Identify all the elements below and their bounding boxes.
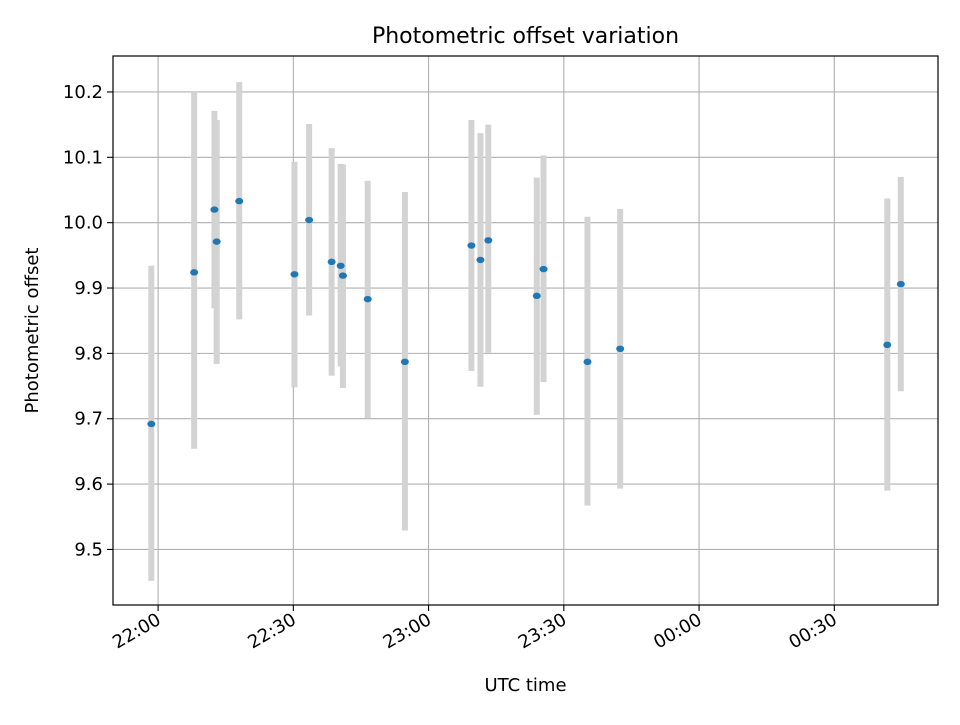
data-point [210, 206, 219, 213]
y-axis-title: Photometric offset [22, 248, 43, 414]
x-axis-title: UTC time [484, 675, 566, 696]
y-tick-label: 10.1 [63, 147, 103, 168]
data-point [305, 216, 314, 224]
data-point [400, 358, 409, 366]
x-tick-label: 23:30 [515, 609, 570, 653]
y-tick-label: 9.7 [74, 409, 103, 430]
data-point [896, 280, 905, 288]
data-point [532, 292, 541, 300]
chart-title: Photometric offset variation [372, 24, 679, 49]
x-tick-label: 23:00 [380, 609, 435, 653]
data-point [539, 265, 548, 273]
y-tick-label: 10.2 [63, 82, 103, 103]
x-tick-label: 22:30 [244, 609, 299, 653]
data-point [190, 269, 199, 276]
data-point [327, 258, 336, 266]
point-layer [147, 197, 905, 428]
y-tick-label: 10.0 [63, 213, 103, 234]
data-point [467, 242, 476, 249]
data-point [616, 345, 625, 352]
data-point [336, 262, 345, 269]
data-point [363, 295, 372, 303]
y-tick-label: 9.9 [74, 278, 103, 299]
data-point [484, 237, 493, 244]
data-point [235, 197, 244, 205]
grid-layer [113, 56, 938, 605]
data-point [212, 238, 221, 245]
x-tick-label: 22:00 [109, 609, 164, 653]
tick-layer: 22:00 22:30 23:00 23:30 00:00 00:30 9.5 9.6 9.7 9… [63, 82, 841, 653]
y-tick-label: 9.8 [74, 343, 103, 364]
x-tick-label: 00:00 [650, 609, 705, 653]
data-point [147, 420, 156, 428]
y-tick-label: 9.6 [74, 474, 103, 495]
data-point [476, 256, 485, 264]
y-tick-label: 9.5 [74, 539, 103, 560]
data-point [583, 358, 592, 366]
plot-frame [112, 55, 939, 606]
data-point [338, 272, 347, 279]
x-tick-label: 00:30 [785, 609, 840, 653]
data-point [883, 341, 892, 349]
data-point [290, 271, 299, 278]
